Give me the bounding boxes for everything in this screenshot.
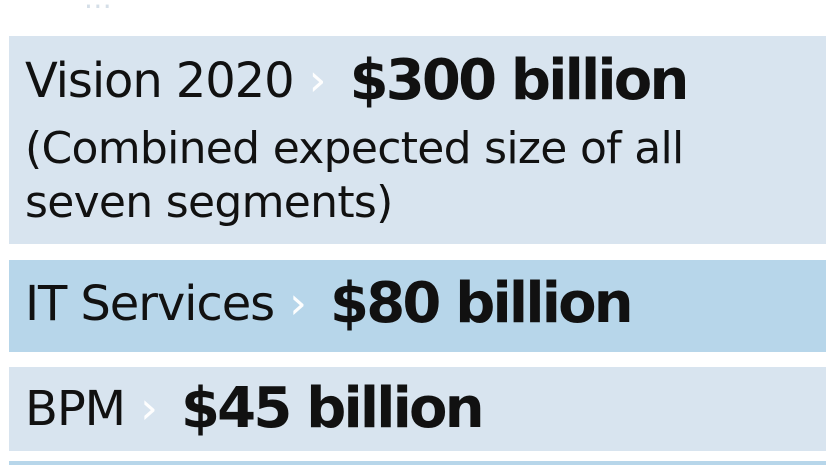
it-services-value: $80 billion <box>330 271 634 336</box>
faded-header-strip: ... <box>0 0 826 36</box>
vision-2020-row: Vision 2020 › $300 billion (Combined exp… <box>9 36 826 244</box>
it-services-label: IT Services <box>25 276 275 332</box>
vision-2020-label: Vision 2020 <box>25 53 295 109</box>
it-services-row: IT Services › $80 billion <box>9 260 826 352</box>
chevron-right-icon: › <box>289 278 307 329</box>
bpm-value: $45 billion <box>181 376 485 441</box>
chevron-right-icon: › <box>308 55 327 106</box>
bottom-row-edge <box>9 461 826 465</box>
bpm-row: BPM › $45 billion <box>9 367 826 451</box>
chevron-right-icon: › <box>140 383 158 434</box>
vision-2020-value: $300 billion <box>349 48 690 113</box>
faded-header-text: ... <box>84 0 112 15</box>
it-services-label-line: IT Services › $80 billion <box>25 271 634 336</box>
bpm-label: BPM <box>25 381 126 437</box>
vision-2020-note: (Combined expected size of all seven seg… <box>25 123 684 228</box>
bpm-label-line: BPM › $45 billion <box>25 376 485 441</box>
vision-2020-label-line: Vision 2020 › $300 billion <box>25 48 690 113</box>
